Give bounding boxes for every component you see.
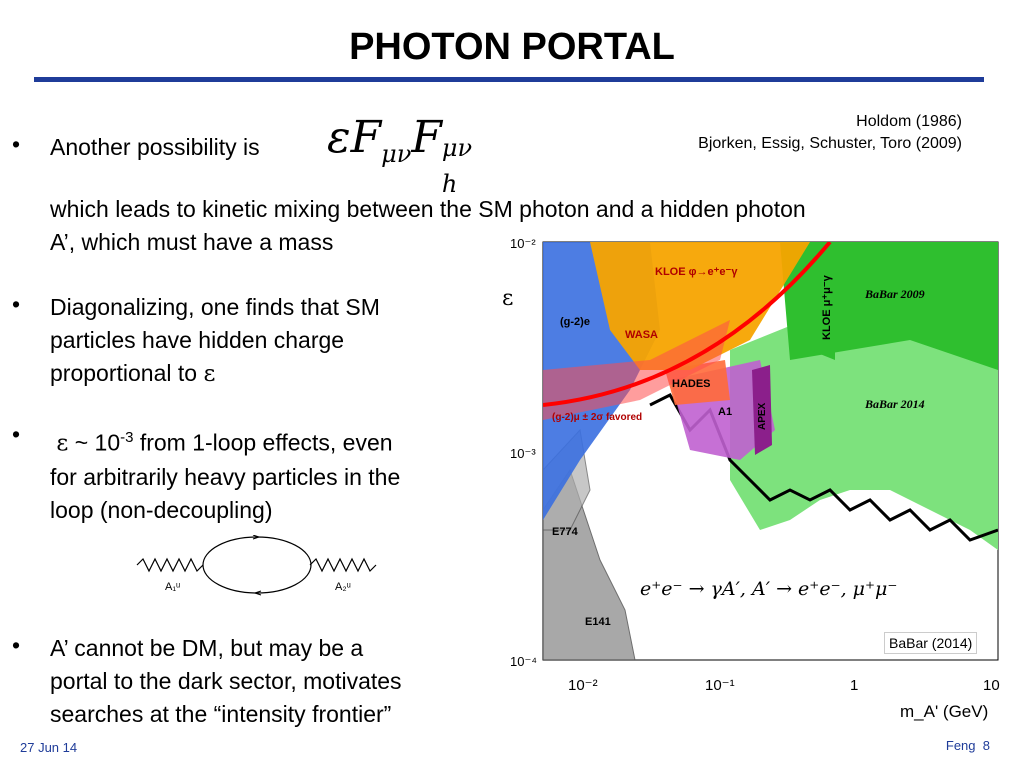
g2mu-line [543,242,832,407]
region-kloe [590,242,810,370]
region-kloe-mumu [810,242,835,360]
diagram-left-label: A₁ᵘ [165,581,180,593]
label-e141: E141 [585,616,611,628]
dark-photon-exclusion-plot: KLOE φ→e⁺e⁻γ WASA (g-2)e HADES A1 APEX K… [502,236,1000,721]
x-axis-label: m_A' (GeV) [900,702,988,721]
bullet-dot: • [12,291,21,317]
xtick-2: 10⁻¹ [705,677,735,694]
label-e774: E774 [552,526,579,538]
label-babar2014: BaBar 2014 [864,397,925,411]
ref-bjorken: Bjorken, Essig, Schuster, Toro (2009) [698,135,962,152]
footer-date: 27 Jun 14 [20,740,78,755]
bullet-dot: • [12,632,21,658]
bullet-1-cont2: A’, which must have a mass [50,229,334,255]
label-kloe: KLOE φ→e⁺e⁻γ [655,266,738,278]
ytick-2: 10⁻³ [510,446,536,461]
bullet-2: Diagonalizing, one finds that SM particl… [50,294,380,387]
label-hades: HADES [672,378,711,390]
title-underline [34,77,984,82]
diagram-right-label: A₂ᵘ [335,581,351,593]
bullet-1-cont1: which leads to kinetic mixing between th… [50,196,806,222]
ref-holdom: Holdom (1986) [856,113,962,130]
slide-title: PHOTON PORTAL [349,26,675,68]
label-a1: A1 [718,406,732,418]
label-wasa: WASA [625,329,658,341]
footer-author-page: Feng 8 [945,738,990,753]
bullet-3: ε ~ 10-3 from 1-loop effects, even for a… [50,429,401,523]
label-g2e: (g-2)e [560,316,590,328]
process-annotation: e⁺e⁻ → γA′, A′ → e⁺e⁻, μ⁺μ⁻ [640,578,897,600]
chart-caption: BaBar (2014) [884,632,978,654]
ytick-3: 10⁻⁴ [510,654,537,669]
loop-diagram: A₁ᵘ A₂ᵘ [136,535,377,596]
bullet-dot: • [12,421,21,447]
xtick-4: 10 [983,677,1000,694]
bullet-4: A’ cannot be DM, but may be a portal to … [50,635,402,727]
references: Holdom (1986) Bjorken, Essig, Schuster, … [698,111,962,155]
kinetic-mixing-formula: εFμνF μν h [327,112,473,198]
label-babar2009: BaBar 2009 [864,287,925,301]
label-kloe-mumu: KLOE μ⁺μ⁻γ [821,274,833,340]
bullet-1-text: Another possibility is [50,134,260,160]
label-apex: APEX [757,402,768,430]
bullet-dot: • [12,131,21,157]
ytick-1: 10⁻² [510,236,536,251]
y-axis-label: ε [502,286,513,311]
region-apex [752,365,772,455]
region-g2mu-favored [543,320,730,420]
xtick-3: 1 [850,677,858,694]
xtick-1: 10⁻² [568,677,598,694]
label-g2mu: (g-2)μ ± 2σ favored [552,412,642,423]
